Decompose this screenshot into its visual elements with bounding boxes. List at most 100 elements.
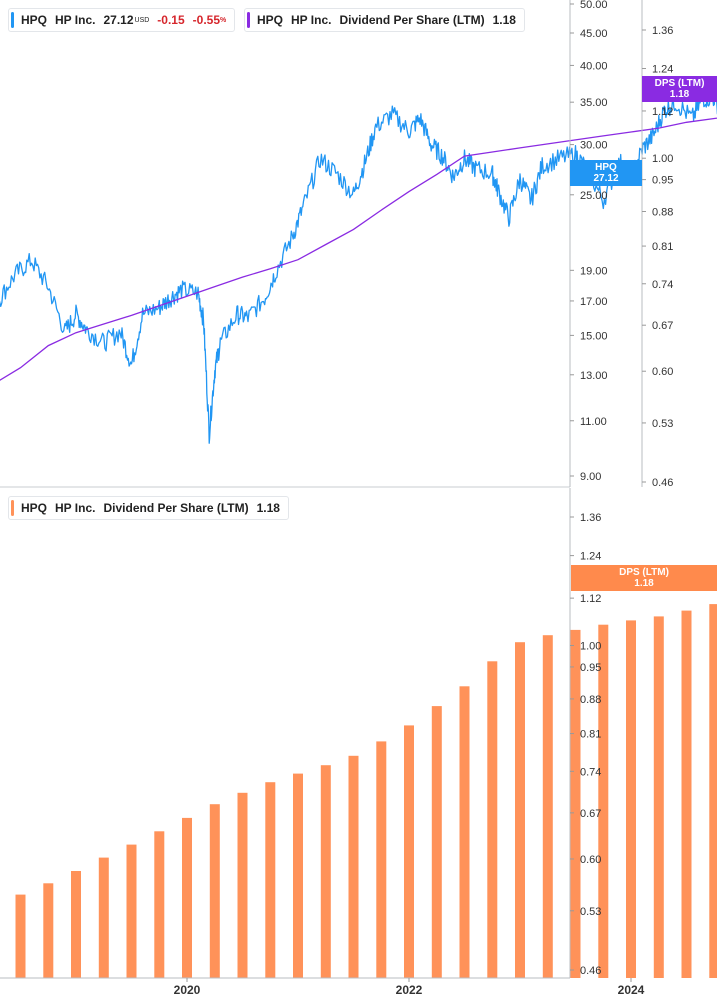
dps-bar (182, 817, 192, 978)
dps-line-axis-tag-value: 1.18 (669, 89, 690, 100)
price-axis-tick-label: 25.00 (580, 190, 608, 202)
dps-bar-axis-tag-value: 1.18 (634, 578, 654, 589)
dps-line-legend-symbol: HPQ (257, 13, 284, 27)
dps-line-legend-metric: Dividend Per Share (LTM) (339, 13, 485, 27)
price-axis-tick-label: 17.00 (580, 296, 608, 308)
dps-bar (542, 635, 553, 978)
dps-line-axis-tag: DPS (LTM) 1.18 (642, 76, 717, 102)
dps-bar-legend-value: 1.18 (256, 501, 280, 515)
dps-bar (98, 857, 109, 978)
dps-line-axis-tick-label: 1.24 (652, 64, 673, 76)
dps-line-axis-tick-label: 0.81 (652, 241, 673, 253)
dps-bar (404, 725, 414, 978)
dps-bar-legend-name: HP Inc. (55, 501, 96, 515)
dps-bar (293, 773, 303, 978)
dps-line-axis-tick-label: 0.74 (652, 279, 673, 291)
dps-bar (459, 686, 470, 978)
dps-bar (43, 883, 54, 978)
dps-bar-axis-tick-label: 1.24 (580, 551, 601, 563)
dps-bar (515, 642, 525, 978)
price-legend[interactable]: HPQ HP Inc. 27.12 USD -0.15 -0.55 % (8, 8, 236, 32)
dps-bar (320, 765, 331, 978)
dps-bar (598, 624, 609, 978)
dps-line-legend-name: HP Inc. (291, 13, 332, 27)
dps-bar-axis-tick-label: 0.81 (580, 729, 601, 741)
dps-bar (653, 616, 664, 978)
price-axis-tick-label: 13.00 (580, 370, 608, 382)
price-axis-tick-label: 11.00 (580, 416, 607, 428)
price-axis-tag: HPQ 27.12 (570, 160, 642, 186)
dps-line-legend[interactable]: HPQ HP Inc. Dividend Per Share (LTM) 1.1… (244, 8, 525, 32)
dps-bar (376, 741, 387, 978)
price-axis-tick-label: 45.00 (580, 28, 608, 40)
price-legend-currency: USD (134, 16, 150, 24)
dps-line-axis-tick-label: 0.53 (652, 418, 673, 430)
dps-line-axis-tick-label: 0.46 (652, 477, 673, 489)
time-axis-tick-label: 2024 (618, 983, 645, 997)
dps-line-axis-tick-label: 1.36 (652, 25, 673, 37)
dps-bar-axis-tick-label: 1.00 (580, 640, 601, 652)
dps-bar-axis-tag-label: DPS (LTM) (619, 567, 669, 578)
dps-bar (626, 620, 636, 978)
dps-bar (154, 831, 165, 978)
dps-line-axis-tick-label: 0.95 (652, 175, 673, 187)
price-line (0, 90, 717, 444)
dps-line-axis-tick-label: 0.60 (652, 366, 673, 378)
dps-bar (709, 604, 717, 978)
price-axis-tick-label: 40.00 (580, 60, 608, 72)
dps-bar-axis-tick-label: 1.12 (580, 593, 601, 605)
dps-bar (126, 844, 137, 978)
dps-line-axis-tag-label: DPS (LTM) (654, 78, 705, 89)
dps-bar (237, 792, 248, 978)
dps-bar (348, 755, 359, 978)
dps-bar-axis-tick-label: 0.74 (580, 766, 601, 778)
dps-bar (265, 782, 276, 978)
price-legend-change-pct: -0.55 (192, 13, 221, 27)
time-axis-tick-label: 2020 (174, 983, 201, 997)
dps-bar (681, 610, 692, 978)
dps-bar-legend[interactable]: HPQ HP Inc. Dividend Per Share (LTM) 1.1… (8, 496, 289, 520)
dps-line-legend-swatch (247, 12, 250, 28)
price-axis-tick-label: 35.00 (580, 97, 608, 109)
dps-line-axis-tick-label: 1.00 (652, 153, 673, 165)
price-legend-pct-sign: % (220, 16, 227, 24)
price-axis-tag-label: HPQ (595, 162, 617, 173)
price-legend-value: 27.12 (103, 13, 134, 27)
price-axis-tick-label: 9.00 (580, 471, 601, 483)
dps-line (0, 117, 717, 381)
dps-line-legend-value: 1.18 (492, 13, 516, 27)
dps-bar-series (15, 604, 717, 978)
price-legend-swatch (11, 12, 14, 28)
dps-bar (431, 706, 442, 978)
dps-line-series (0, 117, 717, 381)
price-axis-tag-value: 27.12 (593, 173, 619, 184)
dps-bar-legend-metric: Dividend Per Share (LTM) (103, 501, 249, 515)
dps-line-axis-tick-label: 0.88 (652, 207, 673, 219)
time-axis-tick-label: 2022 (396, 983, 423, 997)
price-legend-symbol: HPQ (21, 13, 48, 27)
dps-bar (71, 871, 81, 978)
dps-line-axis-tick-label: 0.67 (652, 320, 673, 332)
dps-bar-axis-tick-label: 0.88 (580, 694, 601, 706)
dps-bar (487, 661, 498, 978)
price-series (0, 90, 717, 444)
dps-bar-axis-tick-label: 0.53 (580, 906, 601, 918)
dps-bar (209, 804, 220, 978)
price-axis-tick-label: 15.00 (580, 330, 608, 342)
price-axis-tick-label: 30.00 (580, 140, 608, 152)
dps-bar-legend-symbol: HPQ (21, 501, 48, 515)
price-axis-tick-label: 19.00 (580, 265, 608, 277)
dps-bar (15, 894, 26, 978)
dps-bar-legend-swatch (11, 500, 14, 516)
dps-line-axis-tick-label: 1.12 (652, 106, 673, 118)
dps-bar-axis-tick-label: 0.60 (580, 854, 601, 866)
dps-bar (570, 629, 581, 978)
dps-bar-axis-tick-label: 0.46 (580, 965, 601, 977)
dps-bar-axis-tag: DPS (LTM) 1.18 (571, 565, 717, 591)
dps-bar-axis-tick-label: 1.36 (580, 512, 601, 524)
dps-bar-axis-tick-label: 0.67 (580, 808, 601, 820)
price-legend-name: HP Inc. (55, 13, 96, 27)
dps-bar-axis-tick-label: 0.95 (580, 662, 601, 674)
price-axis-tick-label: 50.00 (580, 0, 608, 11)
